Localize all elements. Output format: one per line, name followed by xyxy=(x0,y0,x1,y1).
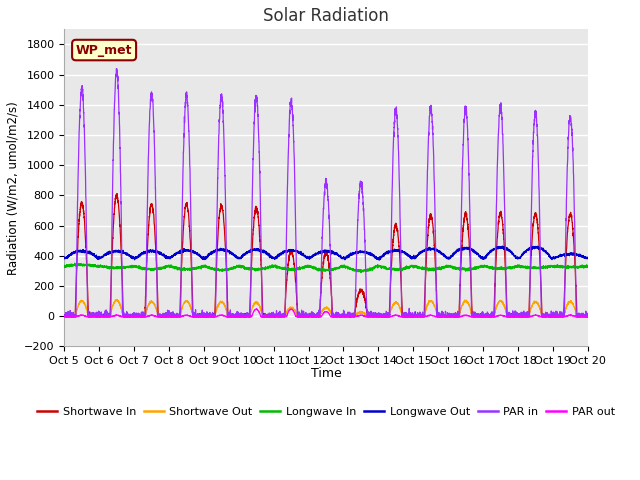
Legend: Shortwave In, Shortwave Out, Longwave In, Longwave Out, PAR in, PAR out: Shortwave In, Shortwave Out, Longwave In… xyxy=(33,403,620,421)
Title: Solar Radiation: Solar Radiation xyxy=(263,7,389,25)
X-axis label: Time: Time xyxy=(310,367,341,380)
Text: WP_met: WP_met xyxy=(76,44,132,57)
Y-axis label: Radiation (W/m2, umol/m2/s): Radiation (W/m2, umol/m2/s) xyxy=(7,101,20,275)
